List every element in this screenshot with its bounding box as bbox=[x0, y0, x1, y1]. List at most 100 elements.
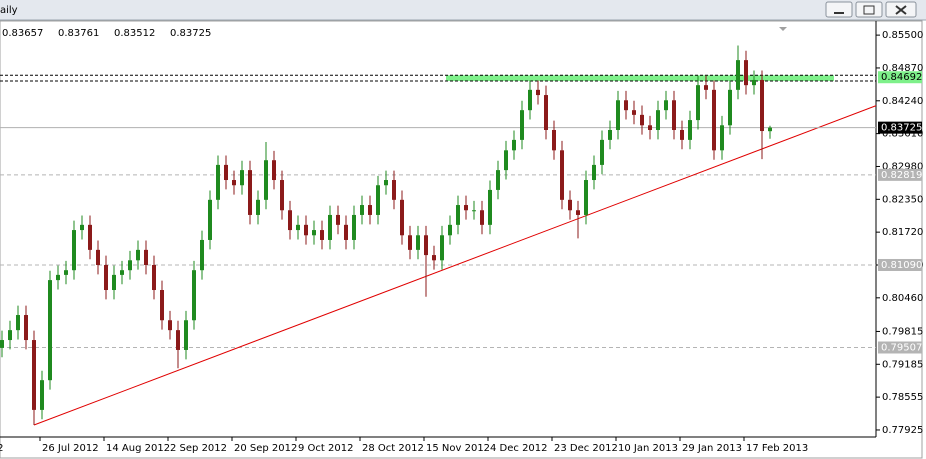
candle-body bbox=[392, 180, 396, 200]
candle-body bbox=[632, 110, 636, 115]
level-label: 0.84692 bbox=[881, 72, 922, 83]
candle-body bbox=[24, 315, 28, 341]
candle-body bbox=[360, 205, 364, 215]
y-tick-label: 0.82350 bbox=[882, 194, 923, 205]
x-tick-label: 9 Oct 2012 bbox=[298, 443, 353, 454]
candle-body bbox=[280, 180, 284, 211]
candle-body bbox=[464, 205, 468, 211]
candle-body bbox=[544, 95, 548, 130]
candle-body bbox=[320, 230, 324, 240]
candle-body bbox=[104, 264, 108, 291]
ohlc-high: 0.83761 bbox=[58, 28, 99, 39]
y-tick-label: 0.82980 bbox=[882, 161, 923, 172]
candle-body bbox=[512, 139, 516, 151]
ohlc-low: 0.83512 bbox=[114, 28, 155, 39]
close-icon bbox=[895, 5, 907, 15]
ohlc-open: 0.83657 bbox=[2, 28, 43, 39]
candle-body bbox=[72, 230, 76, 271]
candle-body bbox=[584, 180, 588, 215]
candle-body bbox=[672, 100, 676, 130]
restore-button[interactable] bbox=[855, 1, 883, 18]
candle-body bbox=[312, 230, 316, 236]
minimize-button[interactable] bbox=[825, 1, 853, 18]
current-price-box bbox=[878, 121, 922, 134]
x-tick-label: 26 Jul 2012 bbox=[42, 443, 99, 454]
title-bar bbox=[0, 0, 926, 20]
candle-body bbox=[168, 320, 172, 331]
x-tick-label: 10 Jan 2013 bbox=[618, 443, 678, 454]
candle-body bbox=[232, 180, 236, 186]
x-tick-label: 4 Dec 2012 bbox=[490, 443, 548, 454]
candle-body bbox=[48, 280, 52, 381]
candle-body bbox=[40, 380, 44, 410]
candle-body bbox=[592, 164, 596, 181]
candle-body bbox=[496, 170, 500, 190]
x-tick-label: 15 Nov 2012 bbox=[426, 443, 490, 454]
candle-body bbox=[128, 260, 132, 271]
current-price-label: 0.83725 bbox=[881, 123, 922, 134]
candle-body bbox=[328, 214, 332, 240]
candle-body bbox=[440, 235, 444, 261]
candle-body bbox=[664, 100, 668, 111]
y-tick-label: 0.84240 bbox=[882, 96, 923, 107]
y-tick-label: 0.84870 bbox=[882, 63, 923, 74]
candle-body bbox=[640, 114, 644, 126]
plot-area bbox=[0, 45, 876, 426]
candle-body bbox=[160, 290, 164, 321]
candle-body bbox=[600, 139, 604, 165]
candle-body bbox=[448, 224, 452, 236]
candle-body bbox=[456, 205, 460, 225]
candle-body bbox=[216, 164, 220, 200]
candle-body bbox=[208, 199, 212, 240]
candle-body bbox=[736, 60, 740, 90]
candle-body bbox=[552, 129, 556, 151]
candle-body bbox=[0, 340, 4, 348]
x-tick-label: 20 Sep 2012 bbox=[234, 443, 297, 454]
y-tick-label: 0.78555 bbox=[882, 392, 923, 403]
candle-body bbox=[88, 224, 92, 250]
y-tick-label: 0.81720 bbox=[882, 227, 923, 238]
candle-body bbox=[344, 224, 348, 240]
candle-body bbox=[488, 189, 492, 225]
candle-body bbox=[608, 129, 612, 140]
candle-body bbox=[192, 270, 196, 321]
candle-body bbox=[8, 330, 12, 341]
y-tick-label: 0.79815 bbox=[882, 326, 923, 337]
candle-body bbox=[720, 125, 724, 151]
candle-body bbox=[336, 214, 340, 225]
x-tick-label: 2 Sep 2012 bbox=[170, 443, 227, 454]
candle-body bbox=[712, 89, 716, 151]
candle-body bbox=[568, 199, 572, 211]
candle-body bbox=[560, 150, 564, 200]
x-tick-label: 2012 bbox=[0, 443, 3, 454]
candle-body bbox=[648, 125, 652, 130]
x-tick-label: 29 Jan 2013 bbox=[682, 443, 742, 454]
x-tick-label: 23 Dec 2012 bbox=[554, 443, 618, 454]
level-box bbox=[878, 341, 922, 354]
x-tick-label: 17 Feb 2013 bbox=[746, 443, 808, 454]
ohlc-close: 0.83725 bbox=[170, 28, 211, 39]
candle-body bbox=[144, 249, 148, 265]
candle-body bbox=[176, 330, 180, 350]
candle-body bbox=[616, 100, 620, 130]
candle-body bbox=[688, 120, 692, 140]
trendline bbox=[33, 105, 876, 426]
candle-body bbox=[16, 315, 20, 331]
candle-body bbox=[656, 110, 660, 130]
level-label: 0.79507 bbox=[881, 343, 922, 354]
candle-body bbox=[272, 160, 276, 181]
chart-frame bbox=[0, 20, 923, 459]
candle-body bbox=[64, 270, 68, 275]
candle-body bbox=[744, 60, 748, 86]
candle-body bbox=[248, 170, 252, 215]
candle-body bbox=[264, 160, 268, 200]
y-tick-label: 0.80460 bbox=[882, 293, 923, 304]
y-tick-label: 0.85500 bbox=[882, 30, 923, 41]
candle-body bbox=[576, 210, 580, 215]
window-title: aily bbox=[0, 5, 18, 16]
candle-body bbox=[400, 199, 404, 236]
candle-body bbox=[120, 270, 124, 275]
candle-body bbox=[520, 110, 524, 140]
level-label: 0.82819 bbox=[881, 170, 922, 181]
